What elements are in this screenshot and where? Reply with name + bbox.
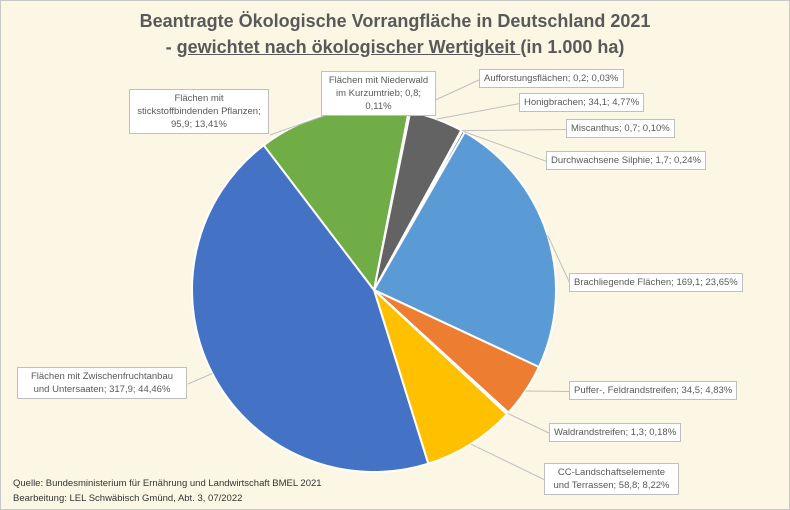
leader-line-4 (463, 131, 548, 162)
source-note: Quelle: Bundesministerium für Ernährung … (13, 478, 322, 489)
data-label-9: Flächen mit Zwischenfruchtanbau und Unte… (17, 367, 187, 399)
leader-line-9 (187, 373, 213, 385)
title-prefix: - (165, 37, 177, 57)
leader-line-3 (461, 129, 568, 132)
chart-title-line2: - gewichtet nach ökologischer Wertigkeit… (1, 37, 789, 58)
leader-line-10 (269, 112, 333, 136)
data-label-8: CC-Landschaftselemente und Terrassen; 58… (544, 463, 679, 495)
leader-line-2 (436, 103, 521, 120)
pie-slice-8 (371, 286, 509, 465)
data-label-10: Flächen mit stickstoffbindenden Pflanzen… (129, 89, 269, 134)
title-underlined: gewichtet nach ökologischer Wertigkeit (176, 37, 521, 57)
data-label-7: Waldrandstreifen; 1,3; 0,18% (549, 423, 682, 442)
data-label-0: Flächen mit Niederwald im Kurzumtrieb; 0… (321, 71, 436, 116)
editor-note: Bearbeitung: LEL Schwäbisch Gmünd, Abt. … (13, 493, 243, 504)
pie-slice-5 (372, 130, 557, 369)
data-label-5: Brachliegende Flächen; 169,1; 23,65% (569, 273, 743, 292)
pie-slice-9 (191, 143, 430, 473)
chart-title-line1: Beantragte Ökologische Vorrangfläche in … (139, 11, 651, 31)
data-label-4: Durchwachsene Silphie; 1,7; 0,24% (546, 151, 706, 170)
leader-line-8 (470, 443, 546, 481)
leader-line-5 (547, 234, 571, 284)
data-label-2: Honigbrachen; 34,1; 4,77% (519, 93, 645, 112)
data-label-6: Puffer-, Feldrandstreifen; 34,5; 4,83% (569, 381, 738, 400)
data-label-3: Miscanthus; 0,7; 0,10% (566, 119, 675, 138)
data-label-1: Aufforstungsflächen; 0,2; 0,03% (479, 69, 624, 88)
leader-line-7 (507, 413, 551, 434)
title-suffix: (in 1.000 ha) (520, 37, 625, 57)
